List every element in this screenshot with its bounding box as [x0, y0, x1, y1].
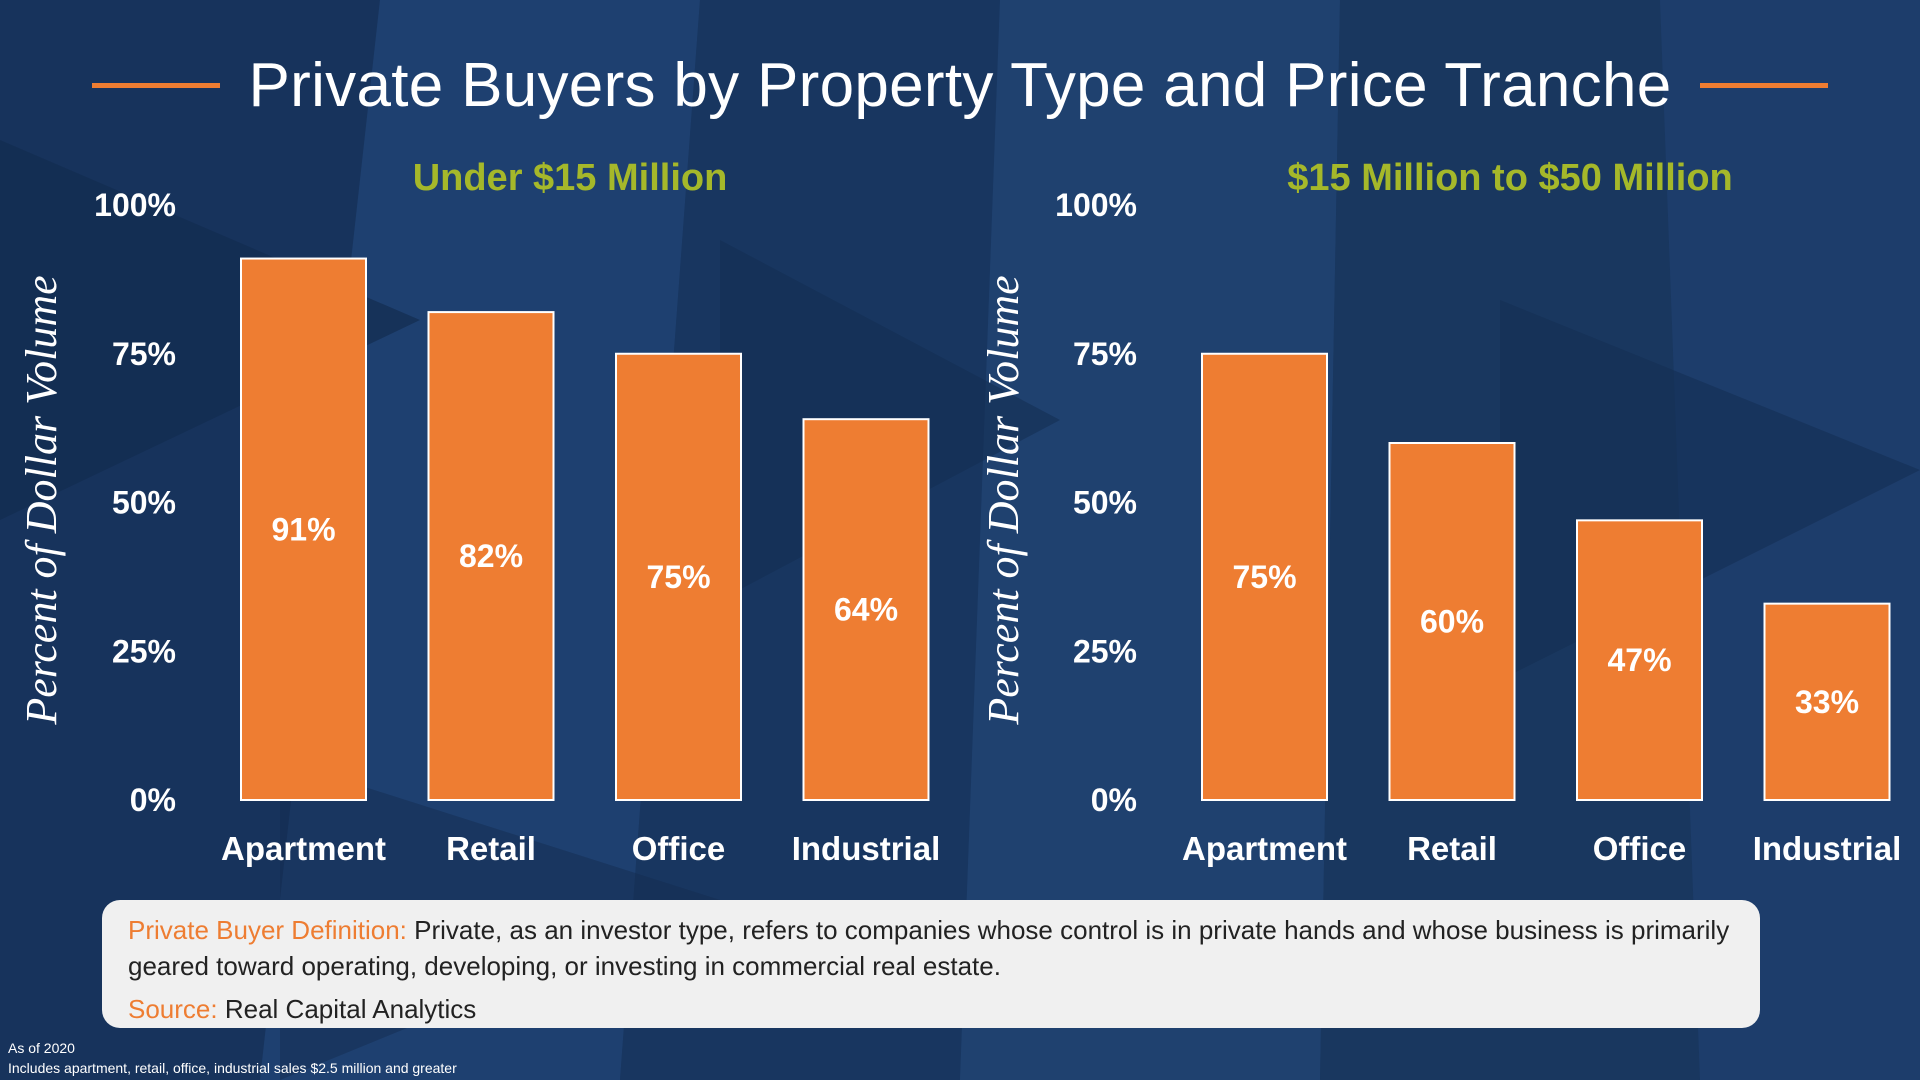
x-category-label: Apartment — [1182, 830, 1347, 867]
bar-office — [615, 352, 742, 801]
chart-title: Under $15 Million — [413, 157, 728, 199]
definition-box: Private Buyer Definition: Private, as an… — [102, 900, 1760, 1028]
source-body: Real Capital Analytics — [224, 994, 477, 1024]
footnote-as-of: As of 2020 — [8, 1040, 75, 1056]
y-tick-label: 100% — [94, 187, 176, 223]
x-category-label: Retail — [1407, 830, 1497, 867]
y-tick-label: 50% — [112, 485, 176, 521]
title-accent-right — [1699, 82, 1828, 88]
definition-body: Private, as an investor type, refers to … — [128, 915, 1730, 981]
y-axis-label: Percent of Dollar Volume — [17, 275, 66, 725]
y-tick-label: 0% — [130, 782, 176, 818]
y-tick-label: 50% — [1073, 485, 1137, 521]
footnote-includes: Includes apartment, retail, office, indu… — [8, 1060, 457, 1076]
bar-apartment — [240, 257, 367, 801]
bar-retail — [427, 311, 555, 801]
bar-office — [1576, 519, 1703, 801]
bar-value-label: 60% — [1420, 604, 1484, 640]
x-category-label: Office — [1593, 830, 1687, 867]
y-tick-label: 75% — [112, 336, 176, 372]
chart-under-15-million: Under $15 Million Percent of Dollar Volu… — [17, 157, 940, 867]
bar-value-label: 64% — [834, 592, 898, 628]
bar-industrial — [802, 418, 930, 801]
title-row: Private Buyers by Property Type and Pric… — [0, 40, 1920, 130]
bar-retail — [1388, 442, 1516, 801]
x-category-label: Retail — [446, 830, 536, 867]
definition-label: Private Buyer Definition: — [128, 915, 407, 945]
bar-value-label: 91% — [271, 511, 335, 547]
title-accent-left — [92, 82, 221, 88]
definition-text: Private Buyer Definition: Private, as an… — [128, 912, 1734, 984]
y-tick-label: 75% — [1073, 336, 1137, 372]
chart-title: $15 Million to $50 Million — [1287, 157, 1733, 199]
bar-value-label: 75% — [646, 559, 710, 595]
x-category-label: Industrial — [1753, 830, 1902, 867]
y-tick-label: 25% — [1073, 633, 1137, 669]
source-label: Source: — [128, 994, 218, 1024]
page-title: Private Buyers by Property Type and Pric… — [248, 50, 1672, 120]
y-axis-label: Percent of Dollar Volume — [979, 275, 1028, 725]
y-tick-label: 25% — [112, 633, 176, 669]
x-category-label: Apartment — [221, 830, 386, 867]
x-category-label: Industrial — [792, 830, 941, 867]
bar-value-label: 33% — [1795, 684, 1859, 720]
bar-value-label: 75% — [1232, 559, 1296, 595]
bar-industrial — [1763, 602, 1891, 802]
bar-apartment — [1201, 352, 1328, 801]
bar-value-label: 47% — [1607, 642, 1671, 678]
source-line: Source: Real Capital Analytics — [128, 991, 1734, 1027]
y-tick-label: 0% — [1091, 782, 1137, 818]
bar-value-label: 82% — [459, 538, 523, 574]
chart-15-to-50-million: $15 Million to $50 Million Percent of Do… — [979, 157, 1901, 867]
y-tick-label: 100% — [1055, 187, 1137, 223]
x-category-label: Office — [632, 830, 726, 867]
